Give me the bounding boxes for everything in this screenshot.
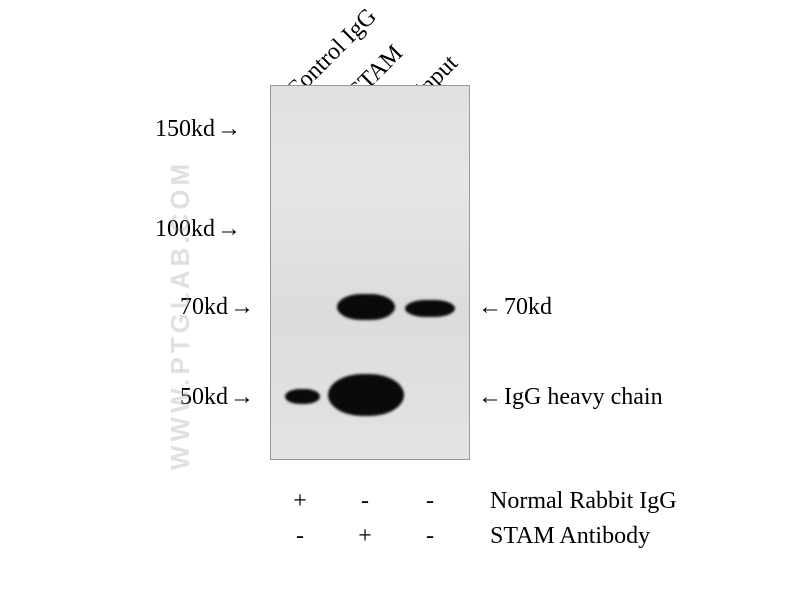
band-stam-70kd [337,294,395,320]
table-cell: - [285,523,315,550]
table-cell: - [415,523,445,550]
watermark-text: WWW.PTGLAB.COM [165,160,196,470]
mw-marker-150kd: 150kd → [155,116,241,143]
arrow-right-icon: → [230,294,254,321]
table-cell: - [350,488,380,515]
arrow-right-icon: → [230,384,254,411]
annotation-igg-heavy-chain: ← IgG heavy chain [478,384,663,411]
annotation-70kd: ← 70kd [478,294,552,321]
band-control-igg-heavy-chain [285,389,320,404]
annotation-text: 70kd [504,294,552,321]
annotation-text: IgG heavy chain [504,384,663,411]
table-row-label-stam-antibody: STAM Antibody [490,523,650,550]
arrow-left-icon: ← [478,384,502,411]
table-cell: - [415,488,445,515]
arrow-right-icon: → [217,116,241,143]
table-cell: + [285,488,315,515]
arrow-right-icon: → [217,216,241,243]
band-input-70kd [405,300,455,317]
western-blot-membrane [270,85,470,460]
mw-marker-text: 150kd [155,116,215,143]
table-row-label-normal-rabbit-igg: Normal Rabbit IgG [490,488,677,515]
arrow-left-icon: ← [478,294,502,321]
table-cell: + [350,523,380,550]
band-stam-igg-heavy-chain [328,374,404,416]
figure-container: Control IgG STAM Input 150kd → 100kd → 7… [0,0,800,600]
